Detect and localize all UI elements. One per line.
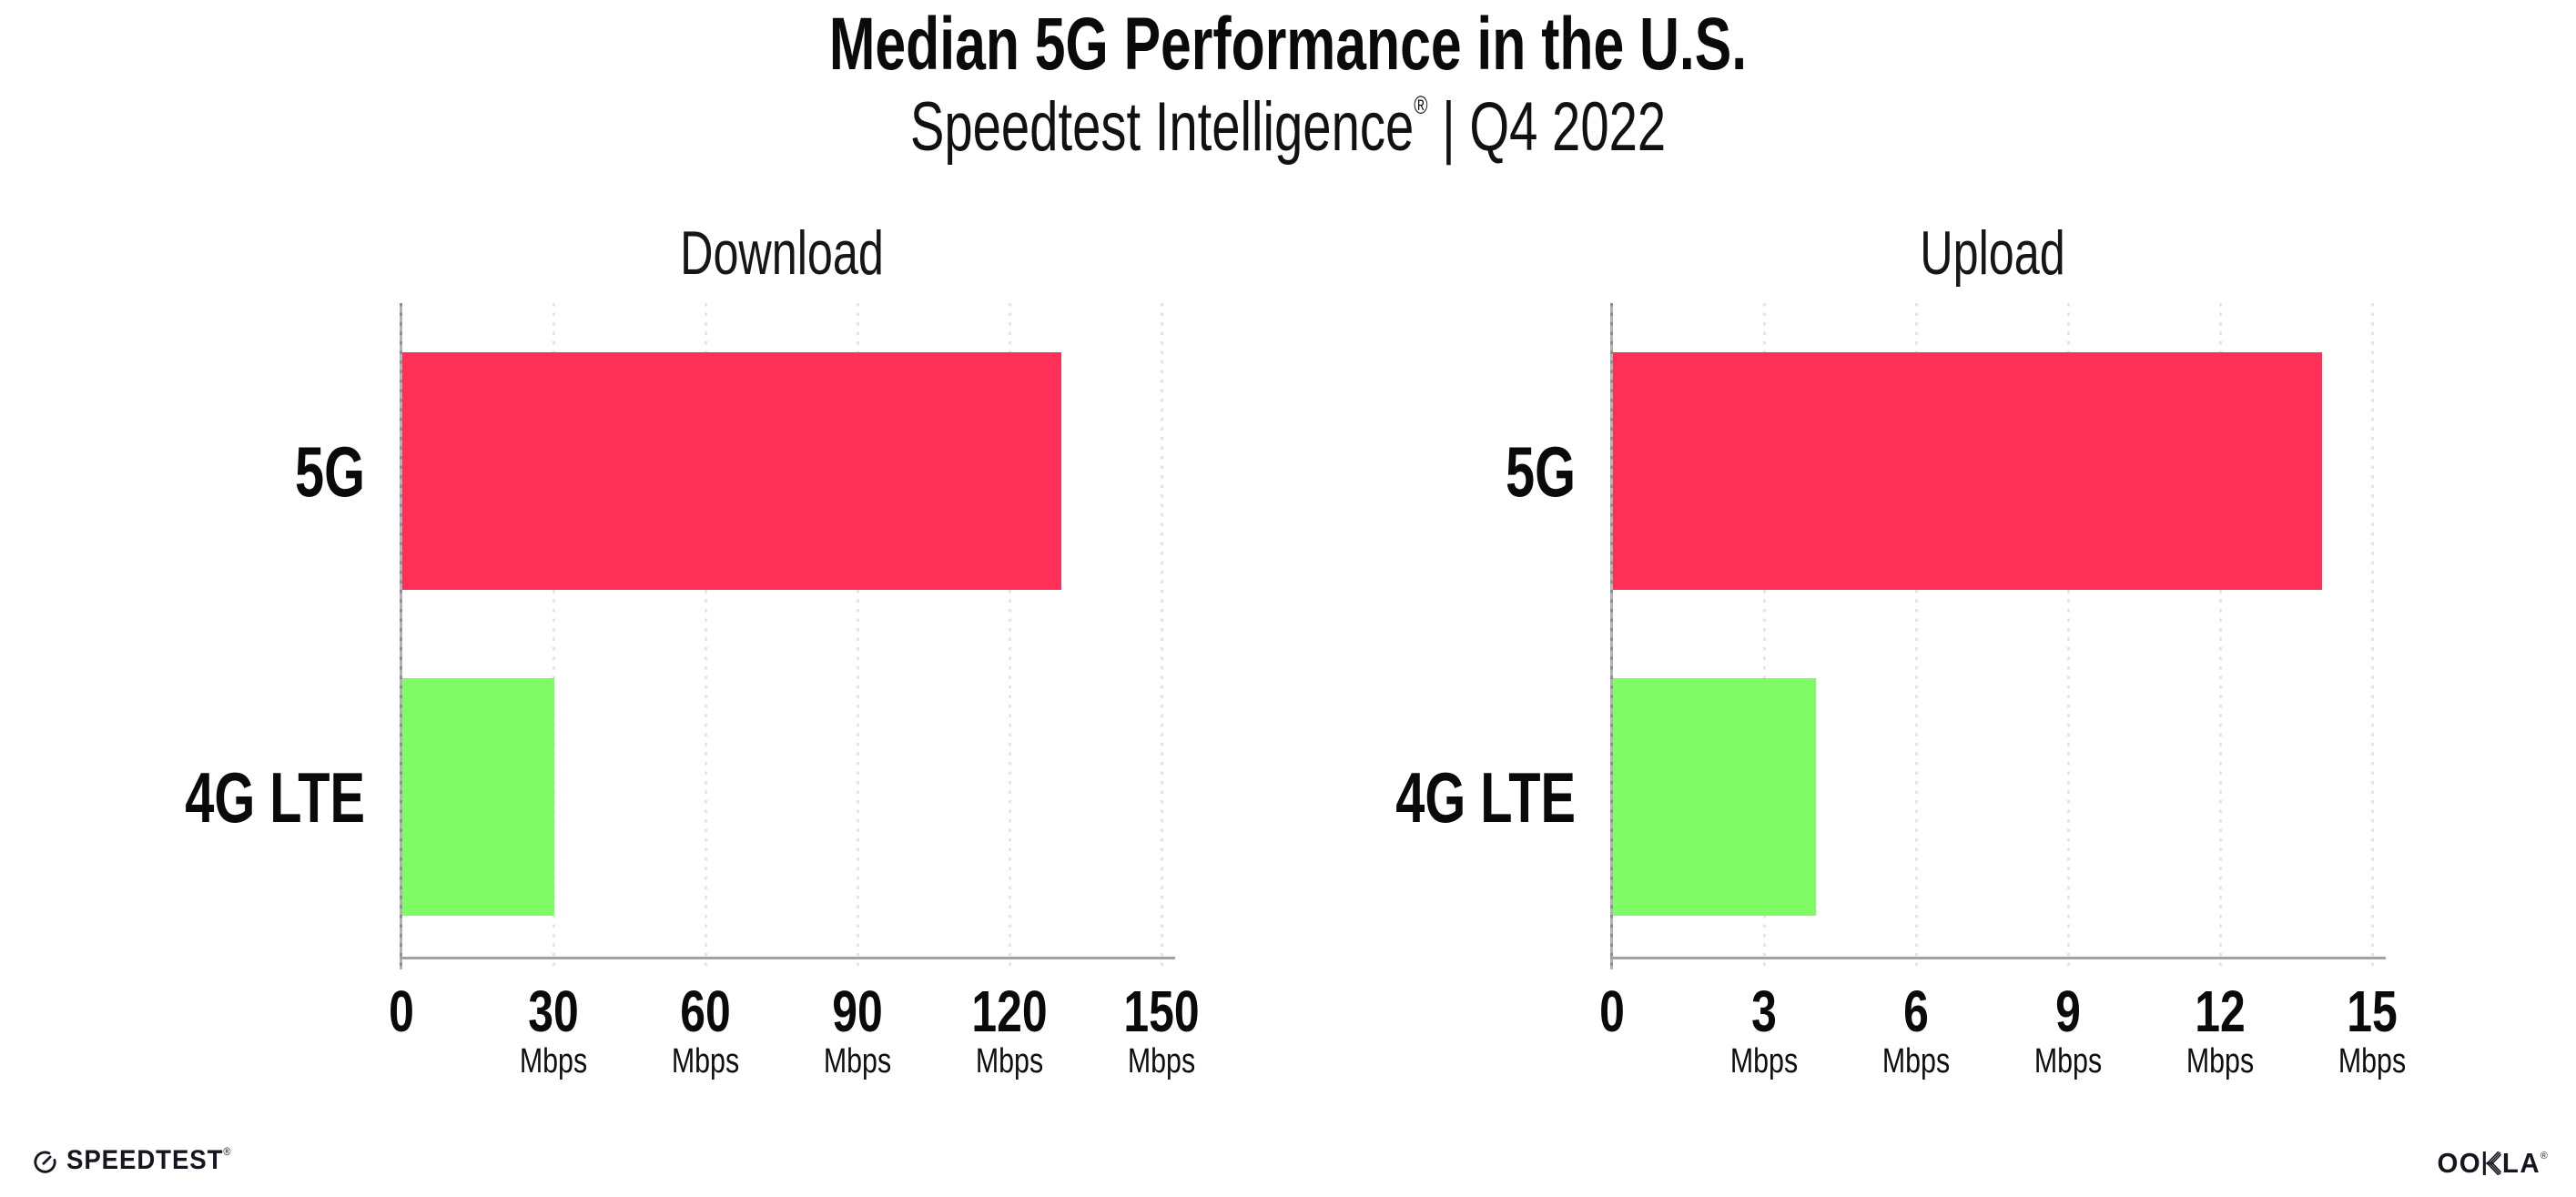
speedtest-wordmark: SPEEDTEST® (66, 1145, 232, 1175)
gridline (2218, 303, 2222, 969)
page-subtitle: Speedtest Intelligence® | Q4 2022 (335, 90, 2241, 162)
speedtest-logo: SPEEDTEST® (33, 1145, 246, 1176)
speedtest-gauge-icon (34, 1151, 56, 1173)
x-tick-unit-label: Mbps (671, 1042, 740, 1080)
upload-plot-area: 0 3 Mbps 6 Mbps 9 Mbps 12 Mbps 15 Mbps 5G 4G LTE (1395, 303, 2406, 1079)
x-axis-line (1610, 957, 2386, 959)
bar-4g-lte (402, 678, 554, 916)
gridline (1914, 303, 1918, 969)
x-tick-label: 120 (971, 979, 1048, 1044)
bar-5g (1613, 352, 2323, 590)
ookla-wordmark: OO LA ® (2437, 1147, 2549, 1179)
bar-4g-lte (1613, 678, 1816, 916)
download-chart-title: Download (680, 218, 884, 288)
gridline (552, 303, 555, 969)
x-tick-unit-label: Mbps (519, 1042, 588, 1080)
subtitle-suffix: | Q4 2022 (1427, 88, 1667, 166)
category-label-4g-lte: 4G LTE (1395, 756, 1576, 837)
x-tick-label: 9 (2055, 979, 2081, 1044)
x-tick-label: 60 (680, 979, 731, 1044)
category-label-4g-lte: 4G LTE (185, 756, 365, 837)
subtitle-prefix: Speedtest Intelligence (909, 88, 1415, 166)
category-label-5g: 5G (294, 431, 365, 512)
bar-5g (402, 352, 1061, 590)
x-tick-unit-label: Mbps (1729, 1042, 1799, 1080)
speedtest-trademark: ® (223, 1145, 232, 1158)
gridline (856, 303, 859, 969)
x-tick-label: 6 (1903, 979, 1929, 1044)
gridline (2370, 303, 2374, 969)
registered-mark: ® (1414, 90, 1428, 119)
ookla-k-glyph (2482, 1151, 2501, 1175)
gridline (1762, 303, 1766, 969)
x-tick-label: 30 (528, 979, 579, 1044)
x-tick-unit-label: Mbps (2338, 1042, 2407, 1080)
y-axis-line (400, 303, 402, 969)
x-tick-label: 15 (2347, 979, 2398, 1044)
x-tick-unit-label: Mbps (1127, 1042, 1196, 1080)
x-tick-unit-label: Mbps (975, 1042, 1044, 1080)
y-axis-line (1610, 303, 1613, 969)
x-tick-unit-label: Mbps (823, 1042, 892, 1080)
gridline (704, 303, 707, 969)
upload-chart-title: Upload (1920, 218, 2065, 288)
ookla-logo: OO LA ® (2431, 1147, 2549, 1180)
gridline (1008, 303, 1011, 969)
x-tick-unit-label: Mbps (1881, 1042, 1951, 1080)
x-tick-unit-label: Mbps (2033, 1042, 2103, 1080)
category-label-5g: 5G (1505, 431, 1576, 512)
page-title: Median 5G Performance in the U.S. (828, 3, 1748, 86)
x-tick-label: 3 (1751, 979, 1777, 1044)
x-tick-label: 90 (832, 979, 883, 1044)
x-tick-label: 12 (2195, 979, 2246, 1044)
gridline (1160, 303, 1163, 969)
ookla-registered-mark: ® (2540, 1151, 2549, 1161)
download-plot-area: 0 30 Mbps 60 Mbps 90 Mbps 120 Mbps 150 Mbps 5G 4G LT… (185, 303, 1200, 1079)
x-tick-label: 0 (1599, 979, 1625, 1044)
x-axis-line (400, 957, 1175, 959)
x-tick-unit-label: Mbps (2186, 1042, 2255, 1080)
x-tick-label: 0 (389, 979, 414, 1044)
x-tick-label: 150 (1123, 979, 1200, 1044)
gridline (2066, 303, 2070, 969)
